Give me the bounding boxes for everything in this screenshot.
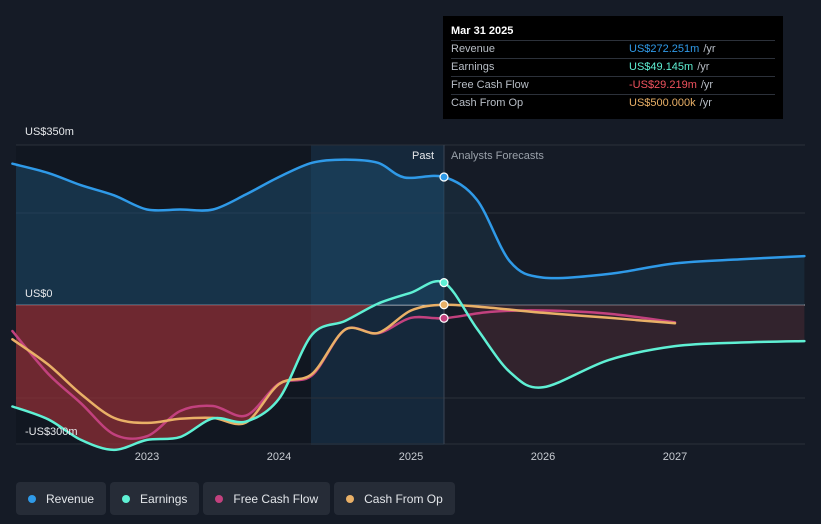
legend-item-label: Free Cash Flow: [233, 491, 319, 506]
tooltip-row: Revenue US$272.251m/yr: [451, 40, 775, 58]
earnings-line: [11, 279, 806, 452]
tooltip-date: Mar 31 2025: [451, 25, 514, 37]
revenue-area-past: [16, 159, 444, 305]
tooltip-row-unit: /yr: [700, 79, 714, 91]
legend-item-earnings[interactable]: Earnings: [110, 482, 200, 515]
revenue-marker: [439, 172, 449, 182]
cash-from-op-marker: [439, 300, 449, 310]
tooltip-row-value: -US$29.219m: [629, 79, 697, 91]
tooltip-rows: Revenue US$272.251m/yr Earnings US$49.145m /…: [451, 40, 775, 112]
earnings-area-past-group: [16, 305, 444, 450]
tooltip: Mar 31 2025 Revenue US$272.251m/yr Earning…: [443, 16, 783, 119]
earnings-area-forecast-group: [444, 305, 805, 388]
x-tick-label-2026: 2026: [530, 451, 556, 463]
forecast-label: Analysts Forecasts: [451, 150, 544, 162]
earnings-area-forecast: [444, 305, 805, 388]
earnings-marker: [439, 278, 449, 288]
past-label: Past: [412, 150, 435, 162]
tooltip-row: Earnings US$49.145m/yr: [451, 58, 775, 76]
legend-dot-icon: [346, 494, 355, 503]
legend-item-cash-from-op[interactable]: Cash From Op: [334, 482, 455, 515]
tooltip-row-unit: /yr: [699, 97, 712, 109]
earnings-area-past: [16, 305, 444, 450]
tooltip-row-label: Free Cash Flow: [451, 79, 529, 91]
free-cash-flow-marker: [439, 313, 449, 323]
tooltip-row-unit: /yr: [697, 61, 710, 73]
revenue-line: [11, 158, 806, 280]
x-tick-label-2023: 2023: [134, 451, 160, 463]
legend-item-label: Cash From Op: [364, 491, 443, 506]
tooltip-row-value: US$272.251m: [629, 43, 700, 55]
legend: Revenue Earnings Free Cash Flow Cash From O…: [16, 482, 455, 515]
x-tick-label-2025: 2025: [398, 451, 424, 463]
tooltip-row-unit: /yr: [703, 43, 716, 55]
legend-dot-icon: [215, 494, 224, 503]
tooltip-row-value: US$49.145m: [629, 61, 694, 73]
area-fills: [16, 159, 805, 450]
hover-markers: [439, 172, 449, 323]
series-lines: [11, 158, 806, 452]
cash-from-op-line: [11, 303, 677, 426]
tooltip-row-label: Earnings: [451, 61, 495, 73]
legend-dot-icon: [122, 494, 131, 503]
x-tick-label-2024: 2024: [266, 451, 292, 463]
tooltip-row-label: Cash From Op: [451, 97, 524, 109]
x-tick-label-2027: 2027: [662, 451, 688, 463]
legend-item-revenue[interactable]: Revenue: [16, 482, 107, 515]
legend-item-free-cash-flow[interactable]: Free Cash Flow: [203, 482, 331, 515]
tooltip-row: Free Cash Flow -US$29.219m/yr: [451, 76, 775, 94]
y-axis-label-bottom: -US$300m: [25, 426, 78, 438]
revenue-area-forecast: [444, 177, 805, 305]
legend-item-label: Earnings: [140, 491, 188, 506]
tooltip-row-label: Revenue: [451, 43, 496, 55]
tooltip-row-value: US$500.000k: [629, 97, 696, 109]
legend-dot-icon: [28, 494, 36, 503]
y-axis-label-zero: US$0: [25, 288, 53, 300]
legend-item-label: Revenue: [46, 491, 95, 506]
y-axis-label-top: US$350m: [25, 126, 74, 138]
tooltip-row: Cash From Op US$500.000k/yr: [451, 94, 775, 112]
